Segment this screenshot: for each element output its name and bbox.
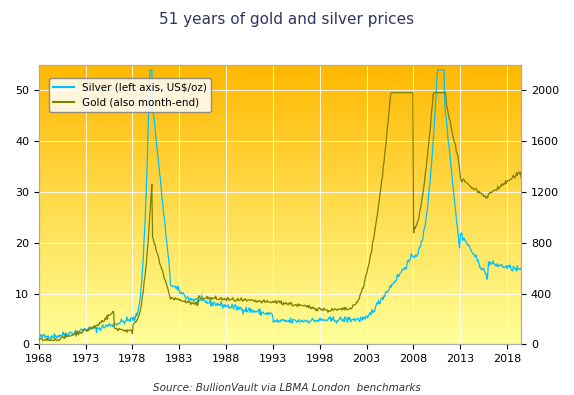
Legend: Silver (left axis, US$/oz), Gold (also month-end): Silver (left axis, US$/oz), Gold (also m… [49, 78, 211, 112]
Text: Source: BullionVault via LBMA London  benchmarks: Source: BullionVault via LBMA London ben… [153, 383, 421, 393]
Text: 51 years of gold and silver prices: 51 years of gold and silver prices [160, 12, 414, 27]
